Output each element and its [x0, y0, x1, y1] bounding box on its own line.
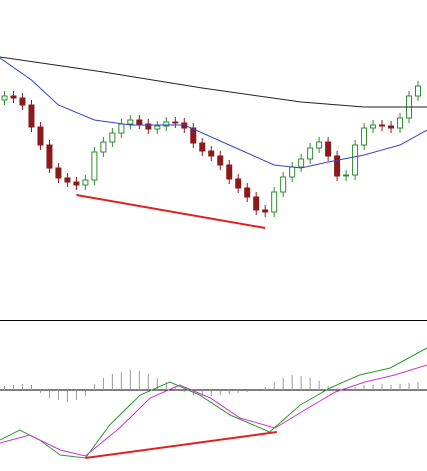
candle-body	[208, 150, 215, 157]
candle-body	[136, 119, 143, 125]
candle-body	[262, 209, 269, 213]
candle-body	[73, 181, 80, 186]
candle-body	[343, 174, 350, 177]
candle-body	[271, 191, 278, 213]
candle-body	[109, 132, 116, 143]
candle-body	[154, 125, 161, 130]
candle-body	[244, 187, 251, 198]
candle-body	[172, 121, 179, 124]
candle-body	[325, 141, 332, 157]
candle-body	[55, 167, 62, 179]
candle-body	[10, 95, 17, 99]
candle-body	[352, 144, 359, 176]
line-series	[0, 56, 427, 108]
line-series	[85, 431, 278, 459]
candle-body	[415, 85, 422, 97]
candle-body	[235, 178, 242, 189]
candle-body	[397, 117, 404, 129]
candle-body	[19, 97, 26, 106]
candle-body	[388, 125, 395, 129]
candle-body	[163, 121, 170, 127]
candle-body	[1, 95, 8, 101]
candle-body	[28, 104, 35, 128]
candle-body	[37, 126, 44, 146]
candle-body	[190, 127, 197, 144]
candle-body	[289, 166, 296, 178]
candle-body	[280, 176, 287, 193]
line-series	[0, 57, 427, 169]
candle-body	[145, 123, 152, 130]
candle-body	[199, 142, 206, 152]
candle-body	[127, 119, 134, 125]
candle-body	[100, 141, 107, 153]
line-series	[0, 347, 427, 459]
candle-body	[118, 123, 125, 134]
candle-body	[361, 127, 368, 146]
line-series	[0, 364, 427, 457]
candle-body	[64, 177, 71, 183]
line-series	[76, 194, 266, 229]
candle-body	[370, 124, 377, 129]
candle-body	[316, 141, 323, 149]
candle-body	[334, 155, 341, 177]
candle-body	[46, 144, 53, 169]
candle-body	[82, 179, 89, 186]
candle-body	[379, 124, 386, 127]
candle-body	[307, 147, 314, 160]
candle-body	[253, 196, 260, 211]
candle-body	[217, 155, 224, 166]
candle-body	[91, 151, 98, 181]
candle-body	[226, 164, 233, 180]
candle-body	[298, 158, 305, 168]
